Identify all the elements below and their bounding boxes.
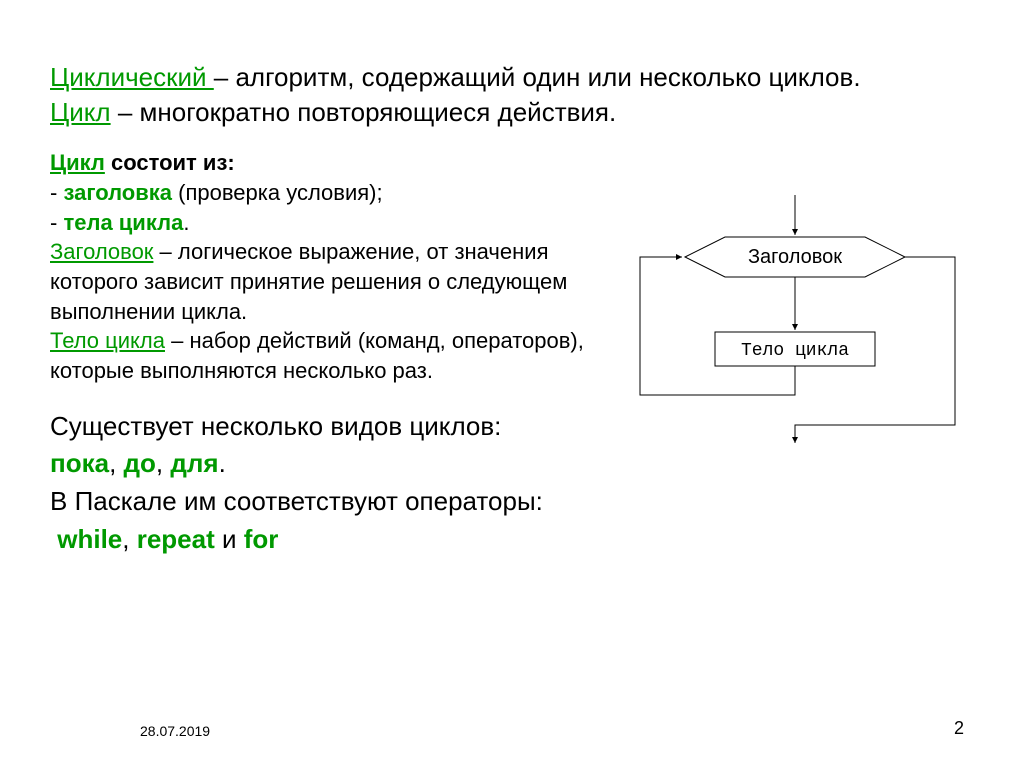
op-for: for <box>244 524 279 554</box>
kinds-list: пока, до, для. <box>50 445 974 483</box>
op-repeat: repeat <box>137 524 215 554</box>
parts-title: Цикл состоит из: <box>50 148 610 178</box>
body-term: Тело цикла <box>50 328 165 353</box>
kind-for-ru: для <box>170 448 218 478</box>
part2-green: тела цикла <box>63 210 183 235</box>
period1: . <box>219 448 226 478</box>
head-def: Заголовок – логическое выражение, от зна… <box>50 237 610 326</box>
kind-until-ru: до <box>124 448 156 478</box>
parts-title-rest: состоит из: <box>105 150 235 175</box>
def-cyclic: Циклический – алгоритм, содержащий один … <box>50 60 974 95</box>
part1-pre: - <box>50 180 63 205</box>
term-cyclic: Циклический <box>50 62 214 92</box>
body-label: Тело цикла <box>741 341 849 361</box>
def-cyclic-rest: – алгоритм, содержащий один или нескольк… <box>214 62 861 92</box>
pascal-line: В Паскале им соответствуют операторы: <box>50 483 974 521</box>
footer-date: 28.07.2019 <box>140 723 210 739</box>
sep2: , <box>156 448 170 478</box>
and-word: и <box>215 524 244 554</box>
parts-block: Цикл состоит из: - заголовка (проверка у… <box>50 148 610 386</box>
part2-rest: . <box>183 210 189 235</box>
flowchart-diagram: Заголовок Тело цикла <box>595 195 975 445</box>
sep3: , <box>122 524 136 554</box>
kind-while-ru: пока <box>50 448 109 478</box>
body-def: Тело цикла – набор действий (команд, опе… <box>50 326 610 385</box>
sep1: , <box>109 448 123 478</box>
header-label: Заголовок <box>748 246 842 268</box>
parts-title-term: Цикл <box>50 150 105 175</box>
part1-green: заголовка <box>63 180 172 205</box>
part1-rest: (проверка условия); <box>172 180 383 205</box>
definition-block: Циклический – алгоритм, содержащий один … <box>50 60 974 130</box>
op-while: while <box>57 524 122 554</box>
part-body-row: - тела цикла. <box>50 208 610 238</box>
term-cycle: Цикл <box>50 97 111 127</box>
def-cycle: Цикл – многократно повторяющиеся действи… <box>50 95 974 130</box>
part2-pre: - <box>50 210 63 235</box>
part-header-row: - заголовка (проверка условия); <box>50 178 610 208</box>
def-cycle-rest: – многократно повторяющиеся действия. <box>111 97 617 127</box>
loop-back-line <box>640 257 795 395</box>
footer-page: 2 <box>954 718 964 739</box>
head-term: Заголовок <box>50 239 153 264</box>
ops-list: while, repeat и for <box>50 521 974 559</box>
